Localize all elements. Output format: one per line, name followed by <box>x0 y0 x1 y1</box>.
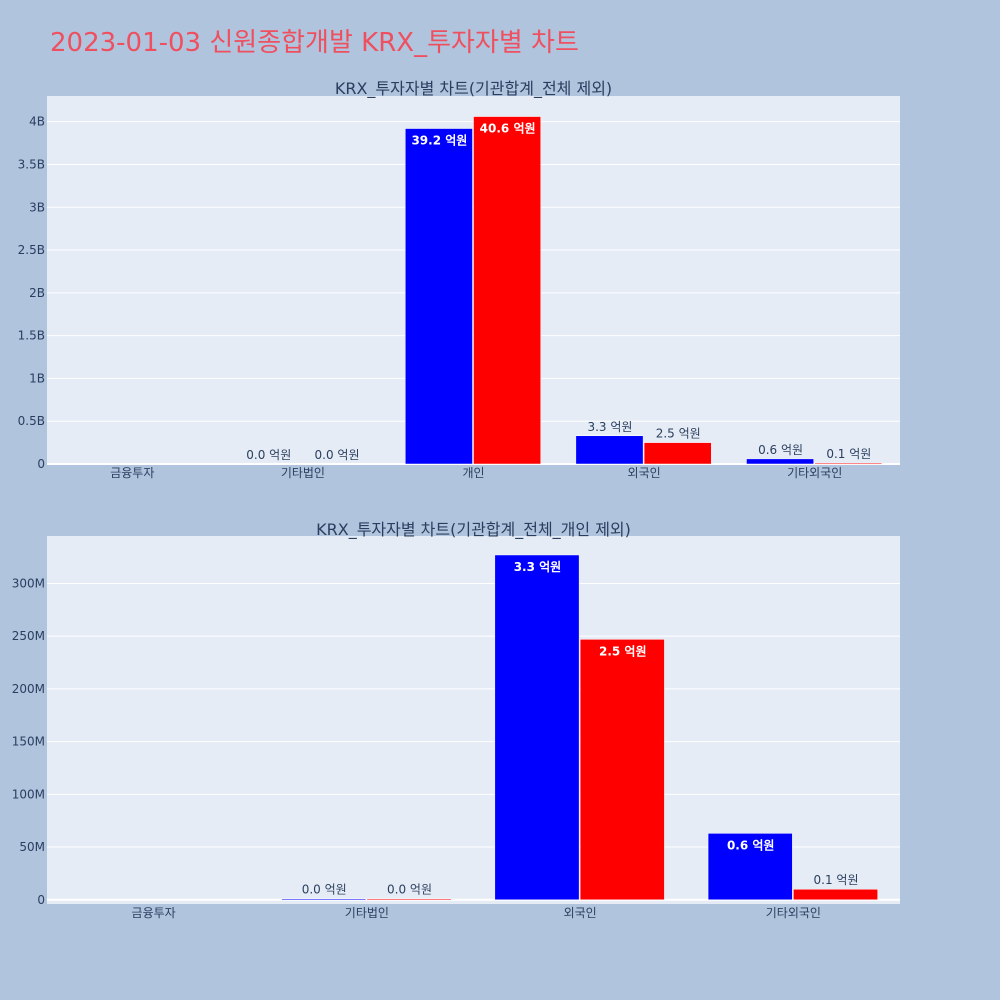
x-tick-label: 기타외국인 <box>787 466 842 480</box>
data-label: 0.0 억원 <box>315 448 360 462</box>
x-tick-label: 개인 <box>462 466 484 480</box>
y-tick-label: 250M <box>12 629 45 643</box>
x-tick-label: 외국인 <box>564 906 597 920</box>
y-tick-label: 0 <box>37 457 45 471</box>
data-label: 3.3 억원 <box>514 560 562 574</box>
data-label: 39.2 억원 <box>411 134 467 148</box>
x-tick-label: 금융투자 <box>110 466 154 480</box>
bar <box>575 435 644 465</box>
bar <box>707 833 793 901</box>
bar <box>281 898 367 901</box>
y-tick-label: 0 <box>37 893 45 907</box>
x-tick-label: 외국인 <box>628 466 661 480</box>
bar <box>746 458 814 465</box>
chart-title: KRX_투자자별 차트(기관합계_전체 제외) <box>335 79 612 99</box>
data-label: 0.1 억원 <box>826 447 871 461</box>
bar <box>793 888 878 901</box>
y-tick-label: 2.5B <box>18 243 45 257</box>
x-tick-label: 기타법인 <box>281 466 325 480</box>
y-tick-label: 0.5B <box>18 414 45 428</box>
bar <box>473 116 541 465</box>
data-label: 0.6 억원 <box>758 443 803 457</box>
page-title: 2023-01-03 신원종합개발 KRX_투자자별 차트 <box>50 28 579 58</box>
y-tick-label: 3B <box>29 200 45 214</box>
y-tick-label: 200M <box>12 682 45 696</box>
y-tick-label: 3.5B <box>18 157 45 171</box>
y-tick-label: 50M <box>19 840 45 854</box>
bar <box>494 554 580 901</box>
chart-title: KRX_투자자별 차트(기관합계_전체_개인 제외) <box>316 520 631 540</box>
data-label: 40.6 억원 <box>480 122 536 136</box>
data-label: 0.0 억원 <box>387 883 432 897</box>
x-tick-label: 금융투자 <box>132 906 176 920</box>
chart-2: 0 50M 100M 150M 200M 250M 300M KRX_투자자별 차트(기관합계… <box>12 520 900 920</box>
x-tick-label: 기타법인 <box>345 906 389 920</box>
y-tick-label: 100M <box>12 787 45 801</box>
data-label: 0.6 억원 <box>727 838 775 852</box>
data-label: 2.5 억원 <box>656 427 701 441</box>
data-label: 3.3 억원 <box>587 420 632 434</box>
chart-1: 0 0.5B 1B 1.5B 2B 2.5B 3B 3.5B 4B KRX_투자자별 차트(기관합… <box>18 79 900 480</box>
data-label: 0.0 억원 <box>302 883 347 897</box>
y-tick-label: 300M <box>12 576 45 590</box>
y-tick-label: 1.5B <box>18 329 45 343</box>
y-tick-label: 1B <box>29 371 45 385</box>
y-tick-label: 4B <box>29 115 45 129</box>
y-tick-label: 150M <box>12 735 45 749</box>
data-label: 0.1 억원 <box>814 873 859 887</box>
x-tick-label: 기타외국인 <box>766 906 821 920</box>
bar <box>405 128 473 465</box>
bar <box>579 639 665 901</box>
bar <box>366 898 452 901</box>
data-label: 0.0 억원 <box>246 448 291 462</box>
y-tick-label: 2B <box>29 286 45 300</box>
bar <box>643 442 712 465</box>
bar <box>814 462 883 465</box>
data-label: 2.5 억원 <box>599 644 647 658</box>
